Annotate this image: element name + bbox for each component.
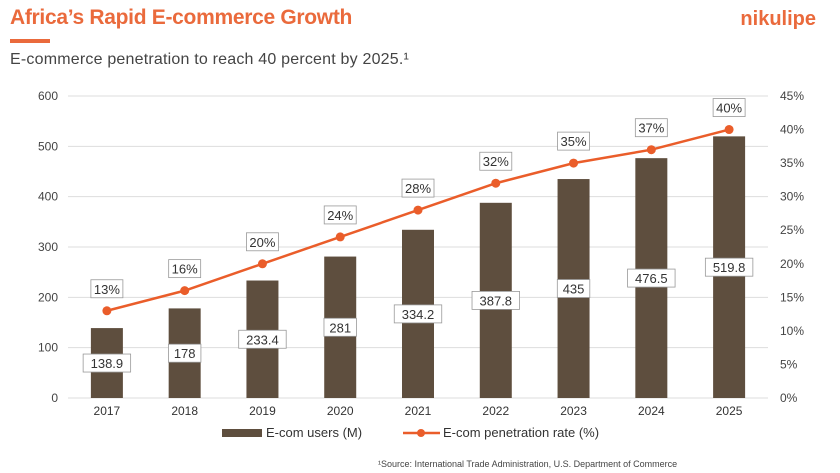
legend-line-marker: [417, 429, 425, 437]
line-point: [569, 158, 579, 168]
line-data-label: 40%: [716, 101, 742, 116]
line-label-box: [401, 178, 435, 198]
left-tick-label: 200: [38, 290, 58, 304]
left-tick-label: 300: [38, 240, 58, 254]
right-tick-label: 5%: [780, 357, 798, 371]
line-label-box: [168, 259, 202, 279]
line-label-box: [246, 232, 279, 252]
left-tick-label: 100: [38, 341, 58, 355]
x-tick-label: 2018: [171, 404, 198, 418]
title-underline: [10, 39, 50, 43]
right-tick-label: 45%: [780, 89, 804, 103]
line-point: [491, 178, 501, 188]
bar-label-box: [627, 268, 676, 288]
right-tick-label: 20%: [780, 257, 804, 271]
bar-data-label: 476.5: [635, 271, 668, 286]
line-point: [180, 286, 190, 296]
bar-data-label: 178: [174, 346, 196, 361]
bar-data-label: 387.8: [480, 293, 513, 308]
x-tick-label: 2017: [94, 404, 121, 418]
source-note: ¹Source: International Trade Administrat…: [378, 459, 678, 469]
right-tick-label: 10%: [780, 324, 804, 338]
line-data-label: 13%: [94, 282, 120, 297]
bar-label-box: [323, 317, 357, 337]
line-label-box: [323, 205, 357, 225]
bar-data-label: 281: [329, 320, 351, 335]
brand-logo: nikulipe: [740, 8, 816, 30]
left-tick-label: 600: [38, 89, 58, 103]
page-title: Africa’s Rapid E-commerce Growth: [10, 6, 353, 29]
x-tick-label: 2019: [249, 404, 276, 418]
bar-label-box: [556, 279, 591, 298]
line-label-box: [712, 98, 746, 117]
x-tick-label: 2024: [638, 404, 665, 418]
line-label-box: [90, 279, 124, 299]
line-label-box: [634, 118, 668, 138]
x-tick-label: 2025: [716, 404, 743, 418]
line-point: [102, 306, 112, 316]
bar-label-box: [82, 353, 132, 373]
line-data-label: 20%: [249, 235, 275, 250]
line-point: [257, 259, 267, 269]
line-point: [724, 125, 734, 135]
line-data-label: 28%: [405, 181, 431, 196]
left-tick-label: 0: [51, 391, 58, 405]
subtitle: E-commerce penetration to reach 40 perce…: [10, 51, 410, 68]
bar-label-box: [168, 343, 202, 363]
bar-data-label: 233.4: [246, 332, 279, 347]
line-data-label: 16%: [172, 262, 198, 277]
x-tick-label: 2020: [327, 404, 354, 418]
line-data-label: 35%: [561, 134, 587, 149]
combo-chart: 0 100 200 300 400 500 600 0% 5% 10% 15% 20% 25% 30% 35…: [38, 89, 804, 440]
right-tick-label: 40%: [780, 123, 804, 137]
legend-bar-swatch: [222, 429, 262, 437]
x-tick-label: 2022: [482, 404, 509, 418]
right-tick-label: 25%: [780, 223, 804, 237]
bar-data-label: 334.2: [402, 307, 435, 322]
bar-label-box: [238, 329, 287, 349]
bar-label-box: [471, 291, 520, 310]
line-point: [413, 205, 423, 215]
right-tick-label: 0%: [780, 391, 798, 405]
left-tick-label: 500: [38, 139, 58, 153]
right-tick-label: 35%: [780, 156, 804, 170]
x-tick-label: 2023: [560, 404, 587, 418]
line-data-label: 32%: [483, 154, 509, 169]
bar-data-label: 435: [563, 282, 585, 297]
x-tick-label: 2021: [405, 404, 432, 418]
line-data-label: 24%: [327, 208, 353, 223]
bar-data-label: 138.9: [91, 356, 124, 371]
legend-label-penetration: E-com penetration rate (%): [443, 425, 599, 440]
bar-label-box: [704, 257, 754, 277]
line-point: [646, 145, 656, 155]
line-data-label: 37%: [638, 121, 664, 136]
right-tick-label: 30%: [780, 190, 804, 204]
bar-label-box: [393, 304, 443, 324]
legend-label-users: E-com users (M): [266, 425, 362, 440]
left-tick-label: 400: [38, 190, 58, 204]
line-point: [335, 232, 345, 242]
right-tick-label: 15%: [780, 290, 804, 304]
bar-data-label: 519.8: [713, 260, 746, 275]
line-label-box: [479, 151, 513, 171]
line-label-box: [557, 131, 590, 151]
